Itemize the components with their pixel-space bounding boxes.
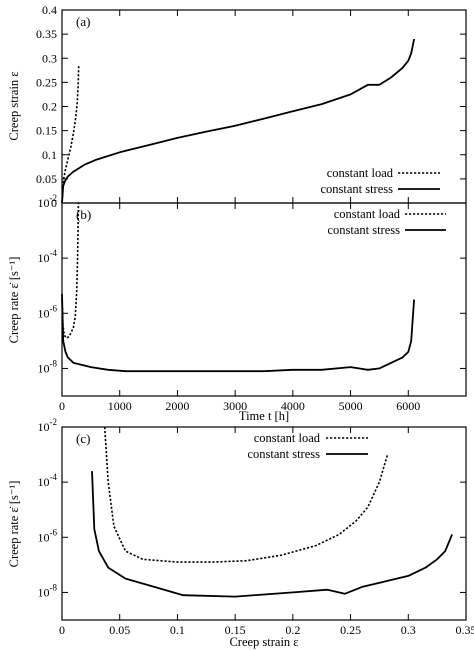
panel-b-x-tick-label: 1000 [108,399,132,413]
panel-c-y-tick-label: 10-2 [38,417,58,434]
panel-b-label: (b) [76,207,91,222]
panel-c-x-tick-label: 0.15 [225,623,246,637]
panel-a-y-tick-label: 0.25 [36,75,57,89]
panel-b-y-ticks: 10-8 10-6 10-4 10-2 [38,193,466,375]
panel-b-y-tick-label: 10-2 [38,193,58,210]
panel-c-x-tick-label: 0.05 [109,623,130,637]
panel-b-x-tick-label: 4000 [281,399,305,413]
panel-a-label: (a) [76,14,90,29]
panel-c-frame [61,426,467,621]
panel-a-series-constant-load [61,65,80,204]
panel-c-series-constant-stress [91,471,453,598]
panel-c-x-tick-label: 0.2 [285,623,300,637]
panel-b-legend: constant load constant stress [327,207,446,237]
panel-c-x-ticks: 0 0.05 0.1 0.15 0.2 0.25 0.3 0.35 [59,427,474,637]
panel-c-legend-entry-constant-load: constant load [254,431,321,445]
panel-c-x-axis-label: Creep strain ε [229,635,298,649]
panel-a-x-ticks [61,10,409,203]
panel-b-legend-entry-constant-load: constant load [334,207,401,221]
panel-b-frame [61,202,467,397]
panel-a-y-tick-label: 0.3 [42,51,57,65]
panel-c-y-tick-label: 10-6 [38,527,58,544]
panel-c-x-tick-label: 0.35 [456,623,474,637]
panel-a-y-tick-label: 0 [51,196,57,210]
panel-b-creep-rate-vs-time: (b) Creep rate ε̇ [s⁻¹] Time t [h] 10-81… [7,193,467,423]
panel-a-series-constant-stress [61,38,415,204]
panel-c-creep-rate-vs-strain: (c) Creep rate ε̇ [s⁻¹] Creep strain ε 1… [7,417,474,649]
panel-b-x-tick-label: 2000 [165,399,189,413]
panel-c-series [91,426,453,598]
panel-b-series-constant-stress [61,293,415,373]
panel-c-label: (c) [76,431,90,446]
panel-a-legend-entry-constant-load: constant load [327,166,394,180]
panel-c-series-constant-load [103,426,389,563]
panel-a-y-tick-label: 0.4 [42,3,57,17]
panel-a-legend-entry-constant-stress: constant stress [320,182,393,196]
panel-b-legend-entry-constant-stress: constant stress [327,223,400,237]
panel-c-y-axis-label: Creep rate ε̇ [s⁻¹] [7,481,21,568]
panel-c-x-tick-label: 0.25 [340,623,361,637]
panel-a-y-tick-label: 0.35 [36,27,57,41]
panel-a-series [61,38,415,204]
panel-b-x-tick-label: 5000 [339,399,363,413]
panel-a-legend: constant load constant stress [320,166,440,196]
panel-c-y-tick-label: 10-8 [38,582,58,599]
panel-a-y-tick-label: 0.05 [36,172,57,186]
panel-b-x-tick-label: 3000 [223,399,247,413]
panel-b-x-axis-label: Time t [h] [239,409,289,423]
panel-a-y-tick-label: 0.1 [42,148,57,162]
panel-b-series [61,202,415,373]
panel-b-y-axis-label: Creep rate ε̇ [s⁻¹] [7,257,21,344]
panel-a-creep-strain-vs-time: (a) Creep strain ε 0 0.05 0.1 0.15 0.2 0.25 0.… [7,3,467,210]
panel-a-y-ticks: 0 0.05 0.1 0.15 0.2 0.25 0.3 0.35 0.4 [36,3,466,210]
panel-a-y-axis-label: Creep strain ε [7,71,21,140]
panel-b-y-tick-label: 10-8 [38,358,58,375]
panel-c-x-tick-label: 0 [59,623,65,637]
panel-c-y-tick-label: 10-4 [38,472,58,489]
panel-b-series-constant-load [61,202,80,339]
panel-a-frame [61,9,467,204]
panel-b-x-ticks: 0 1000 2000 3000 4000 5000 6000 [59,203,420,413]
panel-a-y-tick-label: 0.15 [36,124,57,138]
panel-b-x-tick-label: 6000 [396,399,420,413]
panel-c-legend: constant load constant stress [247,431,368,461]
panel-b-y-tick-label: 10-4 [38,248,58,265]
panel-a-y-tick-label: 0.2 [42,100,57,114]
panel-c-y-ticks: 10-8 10-6 10-4 10-2 [38,417,466,599]
panel-c-x-tick-label: 0.1 [170,623,185,637]
panel-c-x-tick-label: 0.3 [401,623,416,637]
panel-c-legend-entry-constant-stress: constant stress [247,447,320,461]
panel-b-y-tick-label: 10-6 [38,303,58,320]
panel-b-x-tick-label: 0 [59,399,65,413]
